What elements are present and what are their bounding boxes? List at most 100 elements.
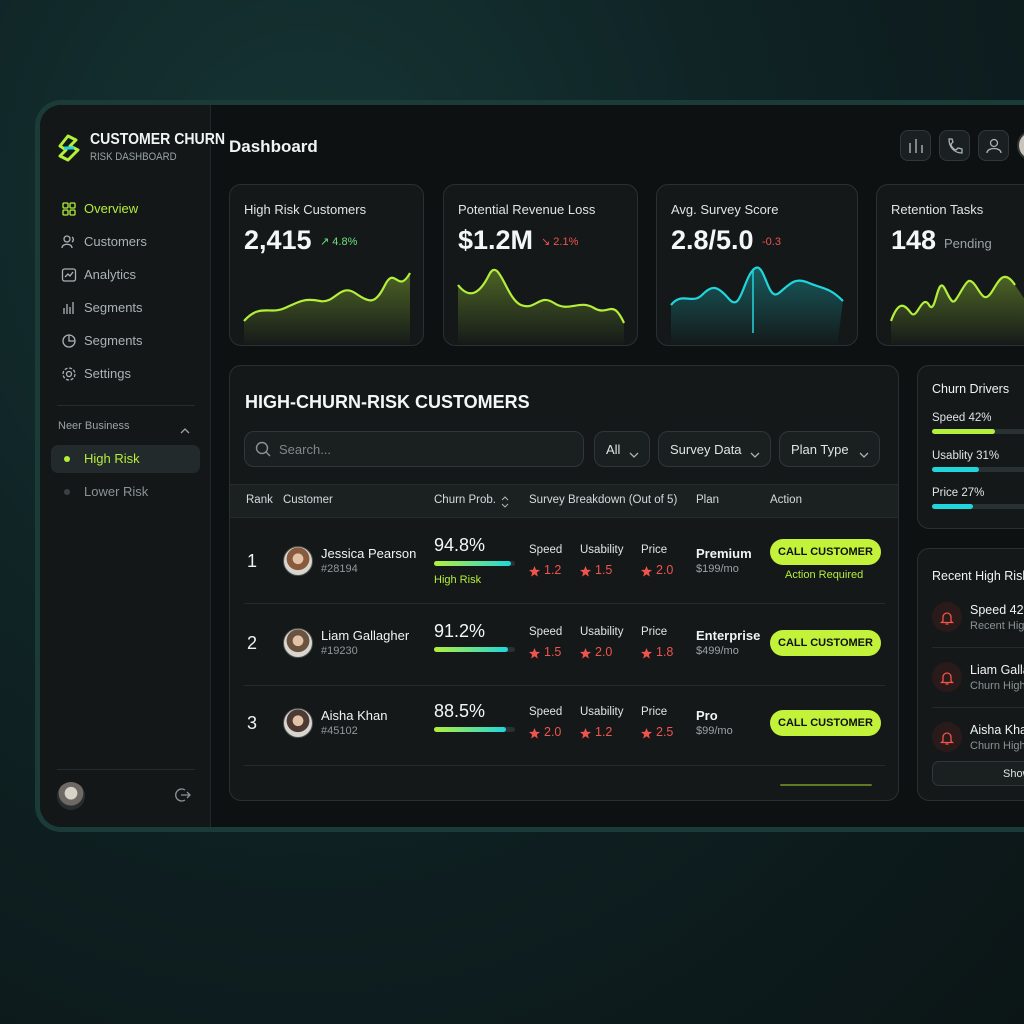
drivers-title: Churn Drivers xyxy=(932,382,1010,396)
section-chevron[interactable] xyxy=(180,422,190,440)
alert-icon-bg xyxy=(932,602,962,632)
header-icon-button[interactable] xyxy=(900,130,931,161)
sparkline-svg xyxy=(457,268,625,345)
nav-icon-svg xyxy=(62,202,76,216)
table-title: HIGH-CHURN-RISK CUSTOMERS xyxy=(245,392,530,412)
header-icon-button[interactable] xyxy=(978,130,1009,161)
call-button[interactable]: CALL CUSTOMER xyxy=(770,630,881,656)
call-button[interactable]: CALL CUSTOMER xyxy=(770,539,881,565)
header-icon-button[interactable] xyxy=(939,130,970,161)
nav-item[interactable]: Segments xyxy=(84,300,143,315)
sparkline xyxy=(230,263,423,345)
sparkline-svg xyxy=(243,272,411,345)
section-chevron-svg xyxy=(180,428,190,434)
search-placeholder: Search... xyxy=(279,442,332,457)
score-value: 2.0 xyxy=(656,563,674,577)
churn-prob: 88.5% xyxy=(434,701,486,721)
recent-title: Recent High Risk xyxy=(932,569,1024,583)
nav-item[interactable]: Overview xyxy=(84,201,139,216)
active-item-bg xyxy=(51,445,200,473)
sparkline xyxy=(657,263,857,345)
filter-dropdown[interactable]: Plan Type xyxy=(779,431,880,467)
score-label: Speed xyxy=(529,626,563,638)
sparkline xyxy=(877,263,1024,345)
section-item[interactable]: High Risk xyxy=(84,451,140,466)
chevron-down-svg xyxy=(750,452,760,458)
search-icon-svg xyxy=(255,441,271,457)
filter-label: All xyxy=(606,442,621,457)
plan-name: Pro xyxy=(696,708,718,723)
recent-sub: Churn High Risk xyxy=(970,740,1024,752)
column-header: Customer xyxy=(283,494,333,506)
nav-icon xyxy=(61,366,77,387)
nav-item[interactable]: Settings xyxy=(84,366,131,381)
recent-divider xyxy=(932,647,1024,648)
table-header-row xyxy=(230,484,898,518)
filter-dropdown[interactable]: Survey Data xyxy=(658,431,771,467)
bell-icon-svg xyxy=(939,672,955,685)
driver-bar xyxy=(932,429,995,434)
customer-avatar xyxy=(283,628,313,658)
page-title: Dashboard xyxy=(229,137,318,156)
sort-icon-svg xyxy=(501,496,509,508)
user-avatar[interactable] xyxy=(57,782,85,810)
score-value: 1.5 xyxy=(595,563,613,577)
nav-item[interactable]: Analytics xyxy=(84,267,137,282)
alert-icon-bg xyxy=(932,722,962,752)
driver-bar xyxy=(932,466,979,472)
star-icon xyxy=(580,646,591,664)
rank: 2 xyxy=(247,633,258,653)
score-value: 2.0 xyxy=(544,725,562,739)
star-icon xyxy=(641,646,652,664)
plan-price: $199/mo xyxy=(696,563,739,575)
star-icon-svg xyxy=(529,728,540,739)
score-label: Usability xyxy=(580,706,624,718)
driver-label: Price 27% xyxy=(932,487,985,499)
filter-dropdown[interactable]: All xyxy=(594,431,650,467)
kpi-label: Retention Tasks xyxy=(891,202,984,217)
nav-item[interactable]: Customers xyxy=(84,234,147,249)
sparkline-line xyxy=(243,272,411,322)
status-dot xyxy=(64,489,70,495)
action-note: Action Required xyxy=(785,569,864,581)
header-avatar[interactable] xyxy=(1017,130,1024,161)
kpi-delta: ↘ 2.1% xyxy=(541,236,579,248)
kpi-value: $1.2M xyxy=(458,225,534,255)
sidebar-divider xyxy=(57,405,195,406)
customer-name: Liam Gallagher xyxy=(321,628,410,643)
driver-label: Usablity 31% xyxy=(932,449,1000,462)
row-divider xyxy=(244,765,885,766)
score-label: Speed xyxy=(529,544,563,556)
table-card: HIGH-CHURN-RISK CUSTOMERS Search... All Sur… xyxy=(229,365,899,801)
call-button[interactable]: CALL CUSTOMER xyxy=(770,710,881,736)
show-more-button[interactable]: Show More xyxy=(932,761,1024,786)
search-box[interactable]: Search... xyxy=(244,431,584,467)
star-icon-svg xyxy=(641,648,652,659)
filter-label: Plan Type xyxy=(791,442,849,457)
show-more-label: Show More xyxy=(1003,768,1024,780)
section-item[interactable]: Lower Risk xyxy=(84,484,149,499)
kpi-delta: -0.3 xyxy=(762,236,781,248)
bell-icon-svg xyxy=(939,612,955,625)
recent-card: Recent High Risk Speed 42% Recent High Ris… xyxy=(917,548,1024,801)
rank: 1 xyxy=(247,551,258,571)
plan-name: Enterprise xyxy=(696,628,761,643)
alert-icon-bg xyxy=(932,662,962,692)
star-icon xyxy=(580,564,591,582)
nav-item[interactable]: Segments xyxy=(84,333,143,348)
section-title: Neer Business xyxy=(58,420,130,432)
kpi-value: 2,415 xyxy=(244,225,312,255)
score-label: Speed xyxy=(529,706,563,718)
bell-icon xyxy=(939,670,955,691)
plan-name: Premium xyxy=(696,546,752,561)
kpi-card: Avg. Survey Score 2.8/5.0 -0.3 xyxy=(656,184,858,346)
churn-bar xyxy=(434,727,506,732)
chevron-down-svg xyxy=(859,452,869,458)
nav-icon xyxy=(61,201,77,222)
sparkline xyxy=(444,263,637,345)
star-icon xyxy=(580,726,591,744)
churn-prob: 94.8% xyxy=(434,535,486,555)
sort-icon[interactable] xyxy=(501,495,509,513)
logout-icon[interactable] xyxy=(175,787,191,808)
